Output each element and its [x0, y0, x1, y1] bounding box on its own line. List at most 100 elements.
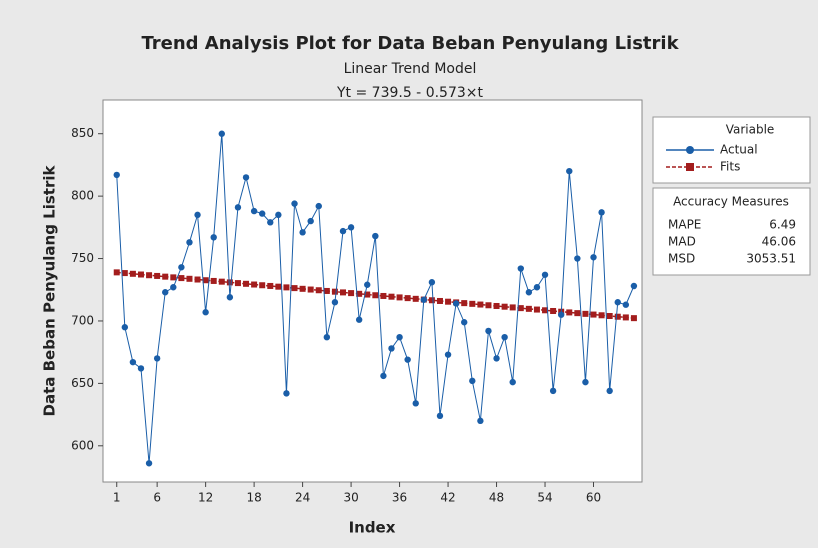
fit-marker [477, 301, 484, 308]
data-point [452, 300, 460, 307]
data-point [226, 294, 234, 301]
data-point [242, 174, 250, 181]
fit-marker [121, 270, 128, 277]
data-point [541, 271, 549, 278]
fit-marker [315, 287, 322, 294]
fit-marker [146, 272, 153, 279]
data-point [339, 227, 347, 235]
y-tick-label: 850 [71, 126, 94, 140]
fit-marker [202, 277, 209, 284]
data-point [299, 229, 306, 236]
fit-marker [493, 302, 500, 309]
x-tick-label: 60 [586, 491, 601, 505]
data-point [590, 254, 597, 261]
data-point [307, 217, 314, 225]
data-point [258, 210, 266, 217]
y-tick-label: 800 [71, 189, 94, 203]
fit-marker [299, 285, 306, 292]
measure-value: 46.06 [762, 235, 796, 249]
fit-marker [194, 276, 201, 283]
data-point [606, 387, 613, 395]
fit-marker [162, 273, 169, 280]
fit-marker [622, 314, 629, 321]
y-tick-label: 600 [71, 438, 94, 452]
data-point [420, 296, 428, 303]
data-point [630, 282, 638, 290]
fit-marker [372, 292, 379, 299]
data-point [517, 265, 524, 272]
data-point [501, 333, 508, 341]
x-axis-label: Index [349, 519, 396, 537]
fit-marker [307, 286, 314, 293]
fit-marker [574, 310, 581, 317]
data-point [202, 309, 209, 316]
data-point [388, 345, 395, 352]
fit-marker [566, 309, 573, 316]
data-point [210, 234, 217, 241]
x-tick-label: 30 [343, 491, 358, 505]
fit-marker [404, 295, 411, 302]
data-point [153, 355, 161, 362]
y-axis-label: Data Beban Penyulang Listrik [41, 164, 59, 416]
fit-marker [356, 290, 363, 297]
fit-marker [348, 290, 355, 297]
fit-marker [485, 302, 492, 309]
fit-marker [428, 297, 435, 304]
measure-name: MAD [668, 235, 696, 249]
fit-marker [283, 284, 290, 291]
fit-marker [550, 307, 557, 314]
fit-marker [178, 275, 185, 282]
fit-marker [509, 304, 516, 311]
fit-marker [218, 278, 225, 285]
data-point [444, 351, 452, 358]
fit-marker [396, 294, 403, 301]
data-point [485, 327, 492, 335]
accuracy-title: Accuracy Measures [673, 195, 789, 209]
x-tick-label: 18 [246, 491, 261, 505]
fit-marker [129, 270, 136, 277]
fit-marker [436, 297, 443, 304]
x-tick-label: 12 [198, 491, 213, 505]
fit-marker [170, 274, 177, 281]
data-point [250, 207, 258, 215]
data-point [137, 365, 145, 372]
fit-marker [606, 312, 613, 319]
equation: Yt = 739.5 - 0.573×t [336, 85, 484, 101]
fit-marker [234, 280, 241, 287]
fit-marker [388, 293, 395, 300]
fit-marker [533, 306, 540, 313]
fit-marker [380, 292, 387, 299]
fit-marker [275, 283, 282, 290]
data-point [372, 232, 379, 240]
x-tick-label: 42 [440, 491, 455, 505]
data-point [267, 219, 274, 226]
data-point [355, 316, 363, 323]
x-tick-label: 48 [489, 491, 504, 505]
data-point [396, 333, 403, 341]
data-point [493, 355, 500, 362]
data-point [194, 211, 201, 219]
data-point [509, 378, 516, 386]
fit-marker [259, 282, 266, 289]
plot-area [102, 99, 643, 483]
x-tick-label: 6 [153, 491, 161, 505]
data-point [275, 211, 282, 219]
fit-marker [469, 300, 476, 307]
data-point [566, 167, 573, 175]
data-point [218, 130, 225, 137]
chart-title: Trend Analysis Plot for Data Beban Penyu… [141, 33, 679, 54]
fit-marker [154, 272, 161, 279]
chart-subtitle: Linear Trend Model [344, 61, 477, 77]
data-point [170, 284, 177, 291]
fit-marker [113, 269, 120, 276]
legend-label: Fits [720, 160, 740, 174]
data-point [404, 356, 411, 363]
fit-marker [630, 315, 637, 322]
measure-name: MAPE [668, 218, 701, 232]
y-tick-label: 700 [71, 313, 94, 327]
fit-marker [226, 279, 233, 286]
measure-value: 6.49 [769, 218, 796, 232]
data-point [283, 390, 290, 397]
fit-marker [291, 285, 298, 292]
data-point [614, 299, 621, 306]
